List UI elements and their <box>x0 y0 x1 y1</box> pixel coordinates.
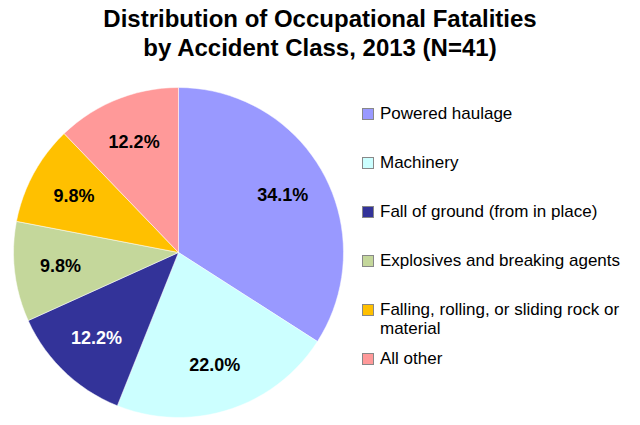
svg-text:12.2%: 12.2% <box>71 328 122 348</box>
html-text:Powered haulage: Powered haulage <box>380 104 513 123</box>
html-text:Distribution of Occupational F: Distribution of Occupational Fatalities … <box>103 5 537 61</box>
html-text:Falling, rolling, or sliding r: Falling, rolling, or sliding rock or mat… <box>380 300 619 338</box>
html-text:Machinery: Machinery <box>380 153 459 172</box>
svg-text:34.1%: 34.1% <box>257 185 308 205</box>
svg-text:9.8%: 9.8% <box>54 186 95 206</box>
html-text:Fall of ground (from in place): Fall of ground (from in place) <box>380 202 598 221</box>
html-text:Explosives and breaking agents: Explosives and breaking agents <box>380 251 620 270</box>
html-text:All other: All other <box>380 349 443 368</box>
svg-text:12.2%: 12.2% <box>109 132 160 152</box>
svg-text:9.8%: 9.8% <box>40 256 81 276</box>
svg-text:22.0%: 22.0% <box>189 355 240 375</box>
